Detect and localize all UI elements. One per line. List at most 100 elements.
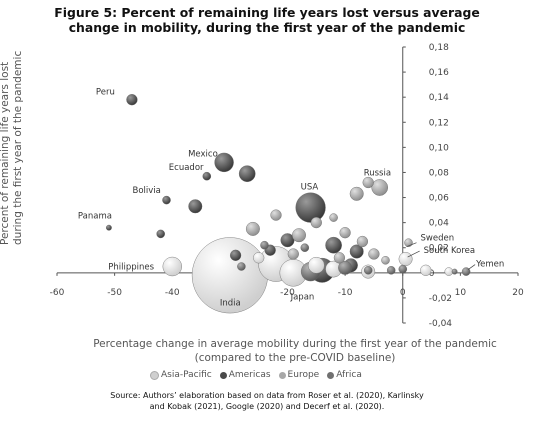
data-point-americas-usa [295, 192, 326, 223]
data-point-africa-yemen [461, 267, 471, 276]
data-point-europe [333, 252, 346, 264]
legend-marker-europe [278, 371, 286, 379]
x-tick-label: -60 [50, 288, 65, 298]
data-point-africa [237, 262, 246, 271]
source-line-1: Source: Authors’ elaboration based on da… [110, 391, 424, 400]
country-label-panama: Panama [78, 212, 112, 222]
data-point-europe [329, 213, 338, 222]
chart-title: Figure 5: Percent of remaining life year… [0, 5, 534, 35]
data-point-europe [381, 256, 390, 265]
x-axis-label-line-2: (compared to the pre-COVID baseline) [194, 352, 396, 364]
legend-label-europe: Europe [287, 370, 320, 380]
legend-item-americas: Americas [219, 370, 271, 380]
y-tick-label: 0,06 [429, 194, 449, 204]
data-point-europe [292, 228, 306, 243]
legend-item-europe: Europe [278, 370, 320, 380]
country-label-bolivia: Bolivia [133, 186, 161, 196]
chart-title-line-1: Figure 5: Percent of remaining life year… [54, 5, 480, 20]
legend: Asia-Pacific Americas Europe Africa [150, 370, 362, 380]
legend-item-asia-pacific: Asia-Pacific [150, 370, 212, 380]
data-point-americas [156, 229, 165, 239]
country-label-usa: USA [301, 183, 319, 193]
data-point-asia-pacific [307, 256, 325, 274]
country-label-japan: Japan [290, 293, 315, 303]
data-point-europe [368, 248, 380, 260]
data-point-asia-pacific [420, 264, 432, 276]
data-point-americas [188, 199, 203, 214]
country-label-sweden: Sweden [421, 234, 455, 244]
data-point-americas-mexico [214, 152, 234, 173]
data-point-europe [270, 209, 282, 221]
y-tick-label: -0,04 [429, 319, 453, 329]
data-point-africa [386, 266, 396, 275]
data-point-americas [238, 165, 256, 182]
legend-label-asia-pacific: Asia-Pacific [161, 370, 212, 380]
data-point-asia-pacific-philippines [162, 256, 182, 277]
x-tick-label: 20 [512, 288, 524, 298]
x-tick-label: -50 [107, 288, 122, 298]
y-tick-label: 0,14 [429, 93, 449, 103]
data-point-americas-panama [106, 224, 112, 231]
data-point-europe-sweden [404, 238, 413, 247]
data-point-europe [287, 248, 299, 260]
x-tick-label: -40 [165, 288, 180, 298]
data-point-americas-bolivia [162, 195, 171, 205]
data-point-africa [363, 266, 373, 275]
x-tick-label: 0 [400, 288, 406, 298]
y-tick-label: -0,02 [429, 294, 452, 304]
x-tick-label: 10 [455, 288, 467, 298]
data-point-africa [338, 260, 353, 275]
data-point-africa [398, 264, 408, 274]
y-tick-label: 0,10 [429, 143, 449, 153]
x-tick-label: -20 [280, 288, 295, 298]
country-label-russia: Russia [364, 169, 391, 179]
x-axis-label: Percentage change in average mobility du… [60, 337, 530, 365]
data-point-americas-peru [126, 94, 138, 106]
y-tick-label: 0,16 [429, 68, 449, 78]
data-point-europe [362, 176, 374, 189]
data-point-americas [349, 244, 364, 259]
data-point-asia-pacific [253, 252, 265, 264]
legend-label-africa: Africa [336, 370, 362, 380]
country-label-mexico: Mexico [188, 149, 218, 159]
data-point-europe-russia [371, 179, 389, 196]
source-note: Source: Authors’ elaboration based on da… [0, 390, 534, 412]
y-tick-label: 0,12 [429, 118, 449, 128]
data-point-asia-pacific [444, 267, 454, 276]
legend-item-africa: Africa [327, 370, 362, 380]
legend-marker-americas [219, 371, 227, 379]
data-point-americas [325, 236, 342, 254]
data-point-americas-ecuador [202, 171, 212, 181]
chart-title-line-2: change in mobility, during the first yea… [68, 20, 466, 35]
legend-marker-asia-pacific [150, 370, 159, 380]
x-tick-label: -10 [338, 288, 353, 298]
y-tick-label: 0 [429, 269, 435, 279]
legend-label-americas: Americas [228, 370, 271, 380]
data-point-europe [356, 235, 369, 248]
source-line-2: and Kobak (2021), Google (2020) and Dece… [149, 402, 385, 411]
data-point-europe [310, 217, 322, 229]
country-label-india: India [220, 298, 241, 308]
legend-marker-africa [327, 371, 335, 379]
y-tick-label: 0,02 [429, 244, 449, 254]
country-labels: India Philippines South Korea Peru Mexico Ecu… [78, 88, 504, 309]
x-axis-label-line-1: Percentage change in average mobility du… [93, 338, 497, 350]
country-label-south-korea: South Korea [424, 246, 476, 256]
country-label-ecuador: Ecuador [169, 163, 204, 173]
y-tick-label: 0,04 [429, 219, 449, 229]
scatter-plot: -60-50-40-30-20-1001020-0,04-0,0200,020,… [50, 43, 524, 329]
data-point-africa [451, 268, 458, 275]
data-point-asia-pacific-south-korea [398, 252, 413, 266]
axes: -60-50-40-30-20-1001020-0,04-0,0200,020,… [50, 43, 524, 329]
data-point-europe [245, 221, 260, 236]
data-point-europe [349, 186, 364, 201]
leader-line-south-korea [407, 250, 420, 258]
y-tick-label: 0,18 [429, 43, 449, 53]
leader-line-yemen [467, 264, 476, 270]
data-points [106, 94, 471, 314]
country-label-peru: Peru [96, 88, 115, 98]
y-tick-label: 0,08 [429, 168, 449, 178]
data-point-americas [230, 249, 242, 261]
leader-line-sweden [406, 242, 417, 248]
data-point-europe [339, 227, 351, 239]
